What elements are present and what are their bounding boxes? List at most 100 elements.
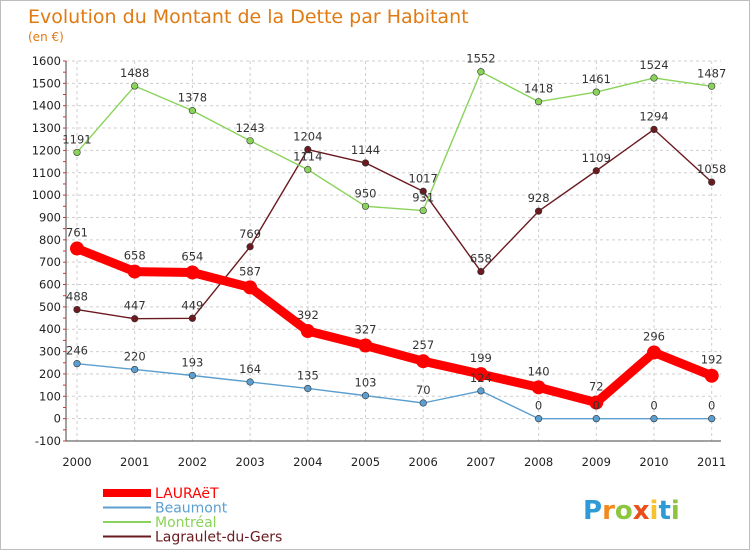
x-tick-label: 2007: [466, 455, 495, 469]
data-label: 928: [528, 191, 550, 205]
chart-subtitle: (en €): [28, 30, 64, 44]
y-tick-label: 1000: [32, 188, 61, 202]
data-label: 0: [708, 399, 715, 413]
data-point: [473, 367, 488, 382]
data-label: 135: [297, 368, 319, 382]
data-label: 654: [181, 249, 203, 263]
x-tick-label: 2010: [639, 455, 668, 469]
y-tick-label: 1600: [32, 54, 61, 68]
x-tick-label: 2005: [351, 455, 380, 469]
data-point: [419, 399, 427, 407]
data-label: 1058: [697, 162, 726, 176]
data-point: [246, 378, 254, 386]
data-point: [304, 145, 312, 154]
data-point: [534, 207, 543, 215]
x-tick-label: 2004: [293, 455, 322, 469]
data-label: 1017: [409, 171, 438, 185]
data-label: 192: [701, 353, 723, 367]
legend-label: Lagraulet-du-Gers: [155, 530, 282, 546]
data-point: [592, 167, 600, 175]
data-point: [188, 107, 196, 115]
data-point: [73, 360, 81, 368]
data-label: 1144: [351, 143, 380, 157]
data-label: 327: [355, 323, 377, 337]
data-point: [708, 178, 716, 186]
y-tick-label: 1200: [32, 143, 61, 157]
data-label: 587: [239, 264, 261, 278]
logo-letter: r: [602, 496, 615, 526]
data-label: 658: [470, 252, 492, 266]
x-tick-label: 2000: [62, 455, 91, 469]
data-point: [708, 415, 716, 423]
data-label: 257: [412, 338, 434, 352]
y-tick-label: 0: [54, 412, 61, 426]
data-label: 246: [66, 344, 88, 358]
y-tick-label: 700: [39, 255, 61, 269]
logo-letter: x: [633, 496, 650, 526]
data-point: [534, 415, 543, 423]
proxiti-logo: Proxiti: [583, 496, 680, 526]
data-label: 931: [412, 191, 434, 205]
data-point: [188, 371, 196, 380]
y-tick-label: 1300: [32, 121, 61, 135]
y-tick-label: 500: [39, 300, 61, 314]
data-label: 1294: [639, 109, 668, 123]
data-label: 1114: [293, 150, 322, 164]
data-point: [589, 395, 604, 410]
data-point: [477, 68, 485, 76]
data-point: [246, 137, 254, 145]
data-label: 658: [124, 249, 146, 263]
y-tick-label: 400: [39, 322, 61, 336]
x-tick-label: 2011: [697, 455, 726, 469]
data-label: 193: [181, 356, 203, 370]
x-tick-label: 2008: [524, 455, 553, 469]
logo-letter: o: [615, 496, 633, 526]
data-point: [419, 206, 427, 215]
series-line-1: [76, 362, 712, 420]
x-tick-label: 2003: [235, 455, 264, 469]
data-label: 1378: [178, 91, 207, 105]
data-label: 761: [66, 226, 88, 240]
logo-letter: t: [658, 496, 670, 526]
data-point: [419, 187, 427, 195]
data-label: 1524: [639, 58, 668, 72]
legend-label: LAURAëT: [155, 486, 219, 502]
x-tick-label: 2002: [178, 455, 207, 469]
data-point: [477, 267, 485, 276]
data-point: [531, 380, 546, 395]
data-point: [70, 241, 84, 256]
data-label: 70: [416, 383, 431, 397]
data-point: [650, 125, 658, 133]
y-tick-label: 600: [39, 278, 61, 292]
data-label: 0: [535, 399, 542, 413]
x-tick-label: 2009: [582, 455, 611, 469]
data-labels: 488 447 449 769 1204 1144 1017 658 928 1109 1294 10…: [62, 52, 726, 413]
data-point: [131, 365, 139, 374]
data-label: 447: [124, 299, 146, 313]
data-point: [647, 345, 661, 360]
data-label: 1487: [697, 66, 726, 80]
data-label: 1488: [120, 66, 149, 80]
data-label: 220: [124, 349, 146, 363]
y-tick-label: 1100: [32, 166, 61, 180]
x-tick-label: 2001: [120, 455, 149, 469]
logo-letter: P: [583, 496, 602, 526]
y-tick-label: 300: [39, 345, 61, 359]
data-point: [592, 88, 600, 96]
data-point: [477, 387, 485, 395]
data-point: [243, 280, 258, 295]
data-label: 769: [239, 227, 261, 241]
data-label: 0: [593, 399, 600, 413]
data-point: [361, 202, 370, 210]
logo-letter: i: [671, 496, 680, 526]
data-point: [708, 82, 716, 90]
series-line-3: [76, 128, 713, 320]
legend-label: Beaumont: [155, 501, 228, 517]
logo-letter: i: [650, 496, 659, 526]
data-point: [416, 354, 431, 369]
axes: -100010020030040050060070080090010001100…: [32, 54, 727, 469]
data-label: 392: [297, 308, 319, 322]
